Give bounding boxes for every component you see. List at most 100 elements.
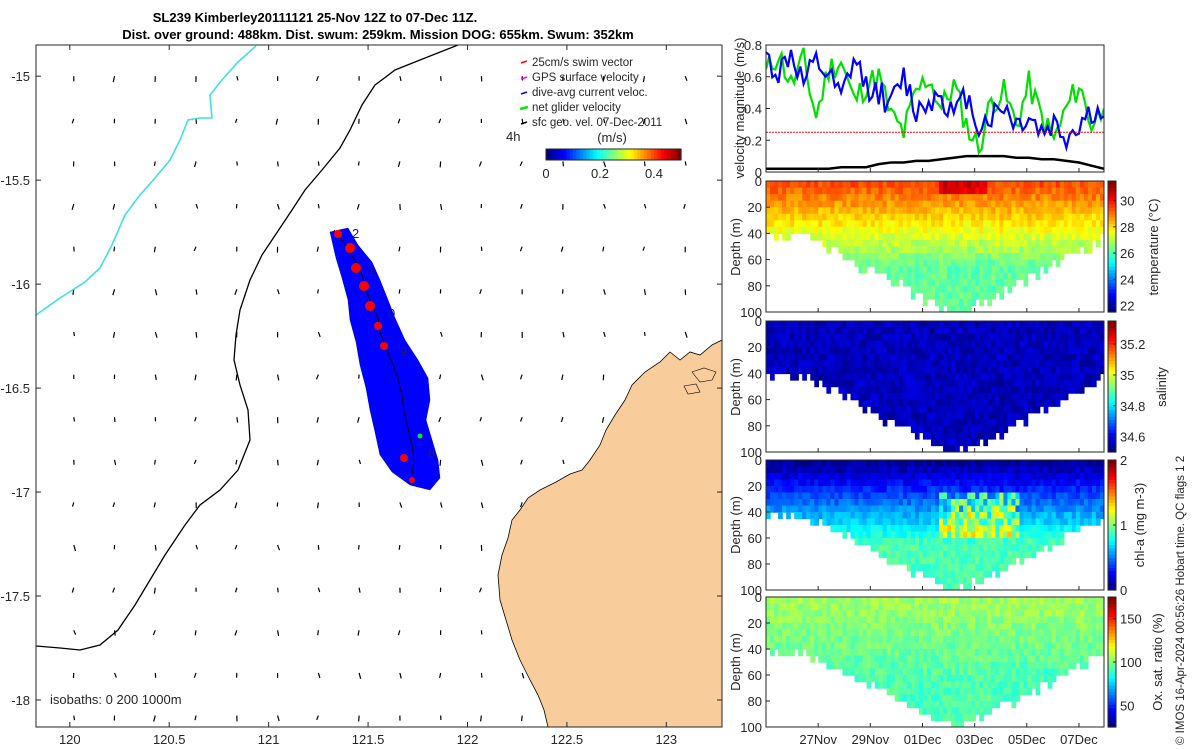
colorbar-frame	[1107, 180, 1117, 313]
section-cell	[1047, 207, 1053, 215]
section-cell	[914, 623, 920, 631]
section-cell	[1087, 220, 1093, 228]
section-cell	[979, 239, 984, 248]
section-cell	[914, 285, 920, 294]
current-vector	[519, 416, 523, 422]
section-cell	[782, 207, 787, 215]
section-cell	[882, 479, 888, 487]
section-cell	[943, 438, 948, 447]
section-cell	[906, 701, 912, 709]
section-cell	[963, 642, 968, 650]
section-cell	[1011, 353, 1017, 361]
section-cell	[1019, 460, 1025, 468]
section-cell	[830, 486, 836, 494]
section-cell	[955, 629, 960, 637]
section-cell	[870, 662, 876, 670]
section-cell	[870, 492, 876, 500]
section-cell	[995, 360, 1001, 368]
section-cell	[882, 239, 888, 248]
section-cell	[770, 649, 775, 657]
section-cell	[979, 662, 984, 670]
section-cell	[1019, 486, 1025, 494]
section-cell	[959, 327, 964, 335]
colorbar-cell	[1108, 262, 1116, 267]
colorbar-tick-label: 0.2	[591, 166, 609, 181]
section-cell	[967, 334, 972, 342]
section-cell	[822, 207, 828, 215]
section-cell	[770, 373, 775, 381]
section-cell	[943, 266, 948, 274]
section-cell	[1091, 187, 1097, 195]
section-cell	[922, 279, 928, 287]
section-cell	[878, 340, 884, 348]
section-cell	[1099, 479, 1104, 487]
section-cell	[935, 512, 940, 520]
colorbar-cell	[1108, 425, 1116, 430]
section-cell	[1087, 347, 1093, 355]
section-cell	[943, 353, 948, 361]
legend-label: dive-avg current veloc.	[532, 87, 648, 99]
current-vector	[277, 289, 280, 295]
section-cell	[979, 492, 984, 500]
section-cell	[971, 701, 976, 709]
section-cell	[770, 623, 775, 631]
section-cell	[870, 512, 876, 520]
section-cell	[975, 499, 980, 507]
section-cell	[999, 544, 1005, 552]
section-cell	[1095, 233, 1101, 241]
section-cell	[914, 629, 920, 637]
current-vector	[684, 161, 687, 166]
section-cell	[910, 525, 916, 533]
section-cell	[926, 200, 932, 208]
section-cell	[842, 187, 848, 195]
colorbar-tick-label: 35	[1120, 368, 1134, 383]
section-cell	[999, 213, 1005, 221]
section-cell	[1007, 525, 1013, 533]
section-cell	[983, 438, 989, 447]
colorbar-cell	[1108, 292, 1116, 297]
section-cell	[770, 360, 775, 368]
section-cell	[1071, 226, 1077, 235]
section-cell	[874, 353, 880, 361]
section-cell	[1083, 479, 1089, 487]
section-cell	[930, 373, 936, 381]
section-cell	[930, 486, 936, 494]
section-cell	[798, 629, 803, 637]
section-cell	[922, 393, 928, 401]
section-cell	[910, 460, 916, 468]
section-cell	[890, 460, 896, 468]
section-cell	[842, 616, 848, 624]
current-vector	[397, 161, 401, 168]
section-cell	[902, 525, 908, 533]
section-cell	[922, 386, 928, 394]
section-cell	[854, 466, 860, 474]
section-cell	[1039, 512, 1045, 520]
section-cell	[906, 253, 912, 261]
section-cell	[1099, 466, 1104, 474]
current-vector	[684, 118, 688, 125]
section-cell	[850, 347, 856, 355]
section-cell	[955, 675, 960, 683]
section-cell	[1087, 340, 1093, 348]
section-cell	[1011, 473, 1017, 481]
section-cell	[882, 187, 888, 195]
section-cell	[1075, 239, 1081, 248]
section-cell	[1071, 207, 1077, 215]
section-cell	[922, 681, 928, 689]
section-cell	[830, 379, 836, 388]
section-cell	[1035, 239, 1041, 248]
section-cell	[1091, 347, 1097, 355]
section-cell	[1047, 531, 1053, 539]
section-cell	[782, 649, 787, 657]
section-cell	[987, 570, 993, 578]
section-cell	[1019, 399, 1025, 407]
section-cell	[834, 213, 840, 221]
section-cell	[975, 366, 980, 375]
section-cell	[987, 292, 993, 300]
section-cell	[858, 334, 864, 342]
section-cell	[782, 603, 787, 611]
section-cell	[810, 466, 815, 474]
section-cell	[830, 347, 836, 355]
section-cell	[822, 597, 828, 605]
current-vector	[275, 118, 279, 125]
